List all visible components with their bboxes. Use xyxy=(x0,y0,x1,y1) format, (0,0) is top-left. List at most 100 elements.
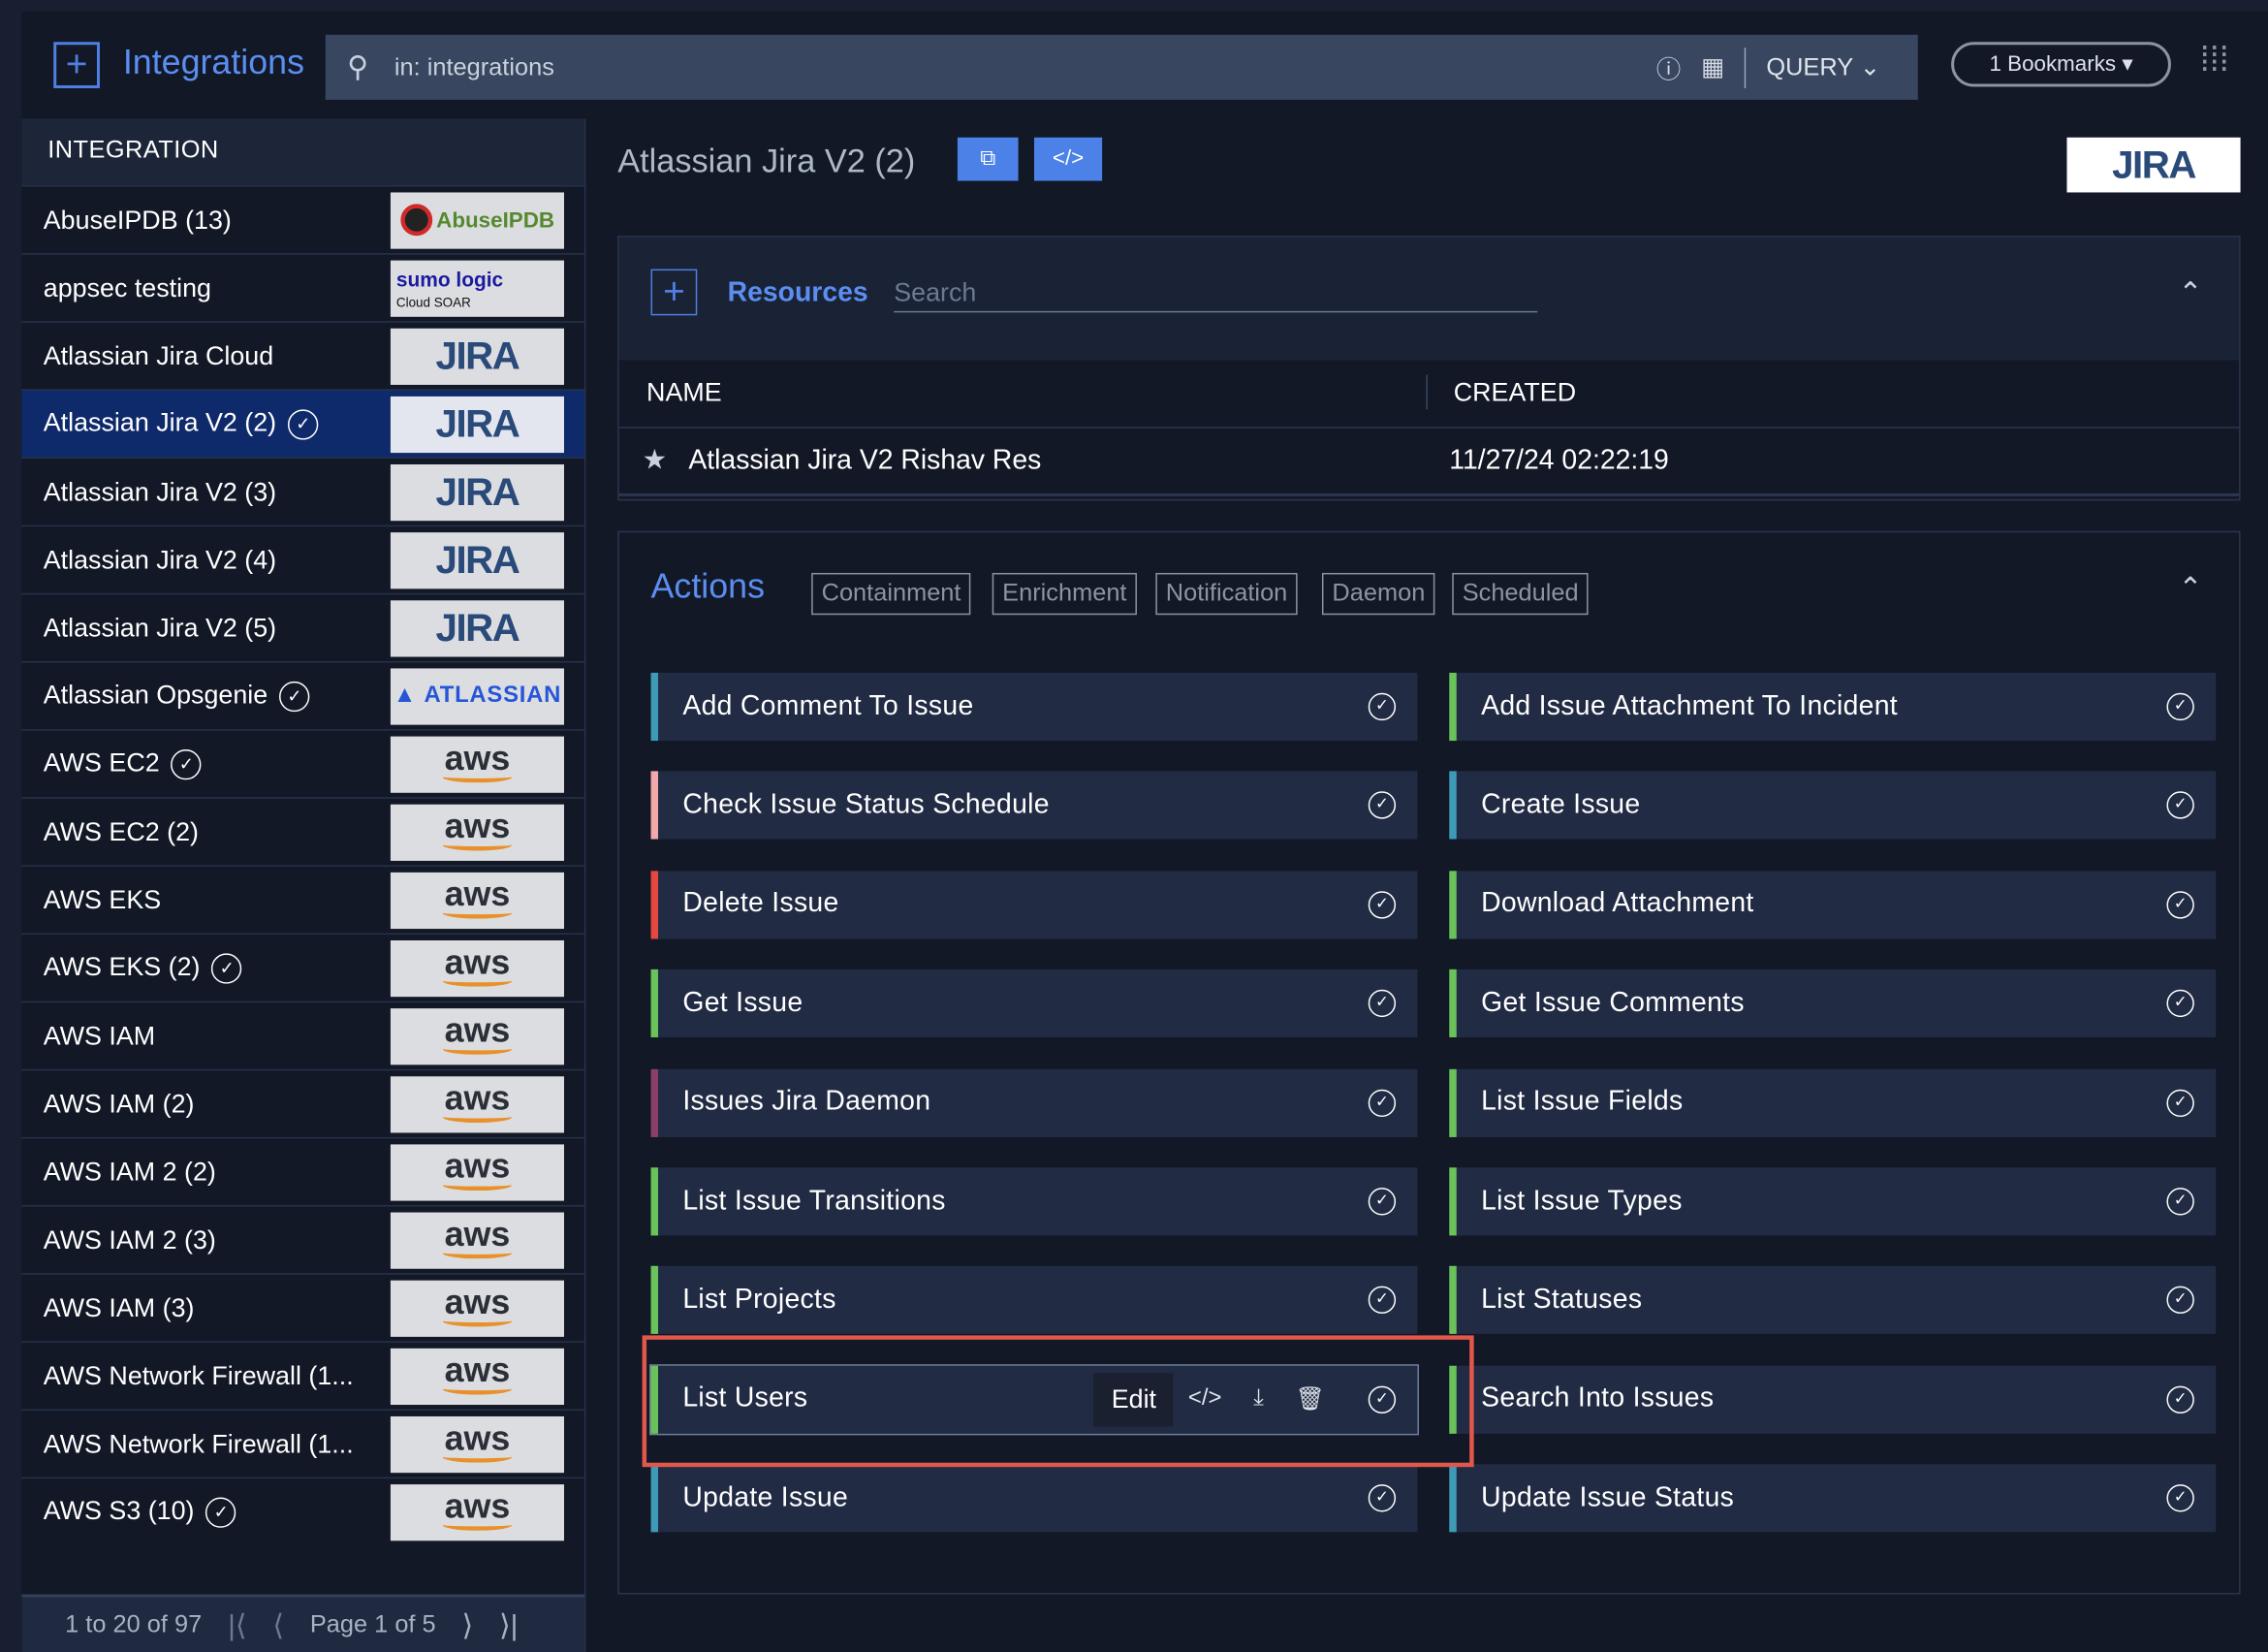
sidebar-item[interactable]: AWS IAM (3) aws xyxy=(21,1273,584,1341)
check-circle-icon[interactable]: ✓ xyxy=(1368,1385,1397,1414)
action-card[interactable]: List Issue Transitions ✓ xyxy=(650,1167,1418,1236)
check-circle-icon[interactable]: ✓ xyxy=(2166,1188,2194,1216)
column-divider xyxy=(1426,374,1428,410)
check-circle-icon[interactable]: ✓ xyxy=(2166,1287,2194,1315)
check-circle-icon[interactable]: ✓ xyxy=(2166,990,2194,1018)
sidebar-item[interactable]: appsec testing sumo logic Cloud SOAR xyxy=(21,253,584,321)
last-page-icon[interactable]: ⟩| xyxy=(499,1609,519,1642)
first-page-icon[interactable]: |⟨ xyxy=(228,1609,247,1642)
sidebar-item-label: AWS IAM 2 (2) xyxy=(43,1157,216,1186)
collapse-icon[interactable]: ⌃ xyxy=(2178,572,2203,605)
action-card[interactable]: Add Comment To Issue ✓ xyxy=(650,672,1418,742)
check-circle-icon[interactable]: ✓ xyxy=(2166,1484,2194,1512)
sidebar-item[interactable]: AWS EKS (2) ✓ aws xyxy=(21,933,584,1001)
pagination: 1 to 20 of 97 |⟨ ⟨ Page 1 of 5 ⟩ ⟩| xyxy=(21,1594,584,1652)
add-button[interactable]: + xyxy=(53,42,100,89)
info-icon[interactable]: ⓘ xyxy=(1655,56,1682,84)
sidebar-item[interactable]: AWS S3 (10) ✓ aws xyxy=(21,1477,584,1545)
add-resource-button[interactable]: + xyxy=(650,269,698,316)
sidebar-item[interactable]: AWS IAM (2) aws xyxy=(21,1068,584,1137)
action-card[interactable]: Check Issue Status Schedule ✓ xyxy=(650,771,1418,841)
table-row[interactable]: ★ Atlassian Jira V2 Rishav Res 11/27/24 … xyxy=(618,429,2240,496)
filter-notification[interactable]: Notification xyxy=(1155,572,1298,616)
sidebar-item[interactable]: Atlassian Jira V2 (2) ✓ JIRA xyxy=(21,389,584,458)
check-circle-icon[interactable]: ✓ xyxy=(2166,692,2194,721)
calendar-icon[interactable]: ▦ xyxy=(1701,52,1725,80)
sidebar-item[interactable]: AWS Network Firewall (1... aws xyxy=(21,1341,584,1409)
abuseipdb-logo: AbuseIPDB xyxy=(390,191,564,248)
code-icon: </> xyxy=(1052,145,1085,172)
sidebar-item[interactable]: Atlassian Jira V2 (5) JIRA xyxy=(21,592,584,661)
check-circle-icon[interactable]: ✓ xyxy=(2166,890,2194,919)
download-icon[interactable]: ⤓ xyxy=(1253,1386,1264,1412)
resources-search-input[interactable]: Search xyxy=(894,278,1538,313)
action-card[interactable]: Delete Issue ✓ xyxy=(650,871,1418,939)
check-circle-icon[interactable]: ✓ xyxy=(1368,1089,1397,1117)
column-created[interactable]: CREATED xyxy=(1453,377,1577,407)
check-circle-icon[interactable]: ✓ xyxy=(2166,1385,2194,1414)
query-dropdown[interactable]: QUERY ⌄ xyxy=(1766,52,1880,81)
check-circle-icon[interactable]: ✓ xyxy=(2166,791,2194,820)
sliders-icon[interactable]: ⁞⁞⁞ xyxy=(2199,40,2229,80)
sidebar-item[interactable]: Atlassian Opsgenie ✓ ▲ ATLASSIAN xyxy=(21,660,584,729)
action-card[interactable]: Download Attachment ✓ xyxy=(1449,871,2217,939)
check-circle-icon[interactable]: ✓ xyxy=(1368,1287,1397,1315)
sidebar-item[interactable]: AWS EC2 ✓ aws xyxy=(21,729,584,797)
action-card[interactable]: List Issue Fields ✓ xyxy=(1449,1068,2217,1137)
next-page-icon[interactable]: ⟩ xyxy=(461,1609,474,1642)
search-bar[interactable]: ⚲ in: integrations ⓘ ▦ QUERY ⌄ xyxy=(325,34,1918,100)
sidebar-item[interactable]: AbuseIPDB (13) AbuseIPDB xyxy=(21,185,584,253)
sidebar-item-label: appsec testing xyxy=(43,272,211,302)
action-card[interactable]: Update Issue ✓ xyxy=(650,1464,1418,1533)
check-circle-icon[interactable]: ✓ xyxy=(1368,1188,1397,1216)
sidebar-item[interactable]: Atlassian Jira V2 (4) JIRA xyxy=(21,524,584,593)
collapse-icon[interactable]: ⌃ xyxy=(2178,277,2203,310)
check-circle-icon[interactable]: ✓ xyxy=(1368,890,1397,919)
star-icon[interactable]: ★ xyxy=(642,445,668,476)
action-card[interactable]: Get Issue ✓ xyxy=(650,969,1418,1038)
action-card[interactable]: Create Issue ✓ xyxy=(1449,771,2217,841)
check-circle-icon[interactable]: ✓ xyxy=(1368,791,1397,820)
check-circle-icon[interactable]: ✓ xyxy=(2166,1089,2194,1117)
filter-enrichment[interactable]: Enrichment xyxy=(992,572,1137,616)
prev-page-icon[interactable]: ⟨ xyxy=(272,1609,285,1642)
action-card[interactable]: Get Issue Comments ✓ xyxy=(1449,969,2217,1038)
sidebar-item[interactable]: AWS EC2 (2) aws xyxy=(21,797,584,865)
sidebar-item[interactable]: AWS IAM aws xyxy=(21,1001,584,1069)
action-card[interactable]: List Issue Types ✓ xyxy=(1449,1167,2217,1236)
table-header: NAME CREATED xyxy=(618,360,2240,429)
action-card[interactable]: Search Into Issues ✓ xyxy=(1449,1365,2217,1434)
sidebar-item[interactable]: AWS IAM 2 (2) aws xyxy=(21,1136,584,1205)
bookmarks-button[interactable]: 1 Bookmarks ▾ xyxy=(1951,42,2171,87)
action-label: Add Comment To Issue xyxy=(682,690,974,721)
sidebar-heading: INTEGRATION xyxy=(21,118,584,186)
search-input[interactable]: in: integrations xyxy=(394,52,554,80)
trash-icon[interactable]: 🗑︎ xyxy=(1295,1387,1325,1413)
check-circle-icon[interactable]: ✓ xyxy=(1368,1484,1397,1512)
sidebar-item-label: AWS IAM xyxy=(43,1020,156,1050)
action-card[interactable]: List Projects ✓ xyxy=(650,1266,1418,1335)
sidebar-item[interactable]: AWS IAM 2 (3) aws xyxy=(21,1205,584,1273)
action-label: Check Issue Status Schedule xyxy=(682,789,1050,820)
action-card[interactable]: List Statuses ✓ xyxy=(1449,1266,2217,1335)
filter-daemon[interactable]: Daemon xyxy=(1321,572,1435,616)
action-card[interactable]: Issues Jira Daemon ✓ xyxy=(650,1068,1418,1137)
app: + Integrations ⚲ in: integrations ⓘ ▦ QU… xyxy=(21,11,2268,1652)
sidebar-item[interactable]: Atlassian Jira Cloud JIRA xyxy=(21,321,584,389)
highlight-box xyxy=(642,1335,1474,1468)
column-name[interactable]: NAME xyxy=(646,377,722,407)
sidebar-item[interactable]: AWS EKS aws xyxy=(21,865,584,933)
sidebar-item[interactable]: AWS Network Firewall (1... aws xyxy=(21,1409,584,1477)
check-circle-icon[interactable]: ✓ xyxy=(1368,990,1397,1018)
action-card[interactable]: Update Issue Status ✓ xyxy=(1449,1464,2217,1533)
check-circle-icon[interactable]: ✓ xyxy=(1368,692,1397,721)
code-icon[interactable]: </> xyxy=(1187,1386,1222,1412)
filter-scheduled[interactable]: Scheduled xyxy=(1452,572,1590,616)
sidebar-item[interactable]: Atlassian Jira V2 (3) JIRA xyxy=(21,457,584,525)
copy-button[interactable]: ⧉ xyxy=(957,137,1019,181)
action-card[interactable]: Add Issue Attachment To Incident ✓ xyxy=(1449,672,2217,742)
action-card[interactable]: List Users Edit </> ⤓ 🗑︎ ✓ xyxy=(649,1363,1419,1436)
logo-text: aws xyxy=(444,1011,511,1051)
filter-containment[interactable]: Containment xyxy=(811,572,971,616)
code-button[interactable]: </> xyxy=(1033,137,1103,181)
